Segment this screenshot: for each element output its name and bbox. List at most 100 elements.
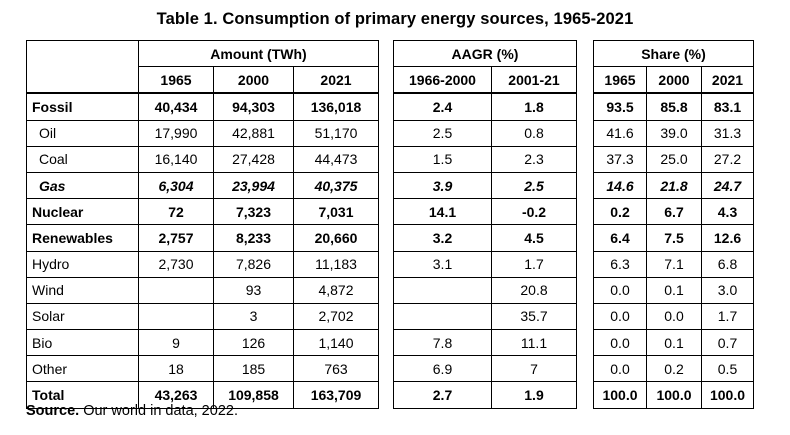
- share-cell: 0.0: [593, 302, 647, 331]
- aagr-cell: 2.4: [393, 92, 492, 121]
- share-cell: 7.5: [646, 224, 702, 252]
- amount-year-header: 2000: [213, 66, 294, 94]
- aagr-period-header: 2001-21: [491, 66, 577, 94]
- table-row: 1.5 2.3: [393, 145, 577, 173]
- share-cell: 24.7: [701, 171, 754, 200]
- amount-cell: 9: [138, 329, 214, 357]
- table-row: 2.5 0.8: [393, 119, 577, 147]
- share-cell: 7.1: [646, 250, 702, 278]
- amount-cell: 72: [138, 198, 214, 226]
- amount-cell: 2,702: [293, 302, 379, 331]
- table-row: 35.7: [393, 302, 577, 331]
- share-cell: 0.2: [593, 198, 647, 226]
- amount-cell: 40,375: [293, 171, 379, 200]
- amount-cell: 18: [138, 355, 214, 383]
- amount-cell: 7,826: [213, 250, 294, 278]
- share-cell: 0.7: [701, 329, 754, 357]
- table-row: 93.5 85.8 83.1: [593, 92, 754, 121]
- share-cell: 100.0: [593, 381, 647, 409]
- share-cell: 31.3: [701, 119, 754, 147]
- row-label: Total: [26, 381, 139, 409]
- table-row: Wind 93 4,872: [26, 276, 379, 304]
- aagr-cell: 20.8: [491, 276, 577, 304]
- aagr-cell: 2.5: [393, 119, 492, 147]
- amount-cell: 11,183: [293, 250, 379, 278]
- aagr-cell: -0.2: [491, 198, 577, 226]
- amount-year-header: 1965: [138, 66, 214, 94]
- amount-table: Amount (TWh) 1965 2000 2021 Fossil 40,434…: [26, 39, 379, 409]
- table-row: Renewables 2,757 8,233 20,660: [26, 224, 379, 252]
- row-label: Fossil: [26, 92, 139, 121]
- amount-cell: 6,304: [138, 171, 214, 200]
- share-cell: 1.7: [701, 302, 754, 331]
- row-label: Bio: [26, 329, 139, 357]
- amount-cell: 3: [213, 302, 294, 331]
- share-cell: 0.1: [646, 329, 702, 357]
- share-cell: 39.0: [646, 119, 702, 147]
- row-label: Coal: [26, 145, 139, 173]
- table-row: 3.1 1.7: [393, 250, 577, 278]
- aagr-cell: 0.8: [491, 119, 577, 147]
- amount-cell: 42,881: [213, 119, 294, 147]
- row-label: Nuclear: [26, 198, 139, 226]
- aagr-cell: 7: [491, 355, 577, 383]
- share-cell: 6.4: [593, 224, 647, 252]
- aagr-cell: 14.1: [393, 198, 492, 226]
- amount-cell: 51,170: [293, 119, 379, 147]
- table-row: 14.1 -0.2: [393, 198, 577, 226]
- table-row: 20.8: [393, 276, 577, 304]
- share-cell: 93.5: [593, 92, 647, 121]
- aagr-cell: 3.9: [393, 171, 492, 200]
- table-row: Bio 9 126 1,140: [26, 329, 379, 357]
- row-label: Other: [26, 355, 139, 383]
- aagr-cell: 1.5: [393, 145, 492, 173]
- share-cell: 27.2: [701, 145, 754, 173]
- amount-cell: 2,757: [138, 224, 214, 252]
- aagr-table: AAGR (%) 1966-2000 2001-21 2.4 1.8 2.5 0.8 1…: [393, 39, 577, 409]
- share-cell: 0.0: [593, 329, 647, 357]
- aagr-cell: 1.7: [491, 250, 577, 278]
- amount-cell: 27,428: [213, 145, 294, 173]
- amount-cell: 17,990: [138, 119, 214, 147]
- table-row: Fossil 40,434 94,303 136,018: [26, 92, 379, 121]
- table-title: Table 1. Consumption of primary energy s…: [156, 10, 634, 28]
- aagr-cell: 11.1: [491, 329, 577, 357]
- share-cell: 21.8: [646, 171, 702, 200]
- table-row: 14.6 21.8 24.7: [593, 171, 754, 200]
- amount-cell: 43,263: [138, 381, 214, 409]
- share-cell: 0.2: [646, 355, 702, 383]
- amount-cell: 20,660: [293, 224, 379, 252]
- amount-cell: 763: [293, 355, 379, 383]
- share-group-header: Share (%): [593, 39, 754, 68]
- aagr-cell: 3.2: [393, 224, 492, 252]
- aagr-cell: [393, 302, 492, 331]
- amount-cell: 185: [213, 355, 294, 383]
- source-label: Source.: [26, 403, 80, 419]
- table-row: Total 43,263 109,858 163,709: [26, 381, 379, 409]
- amount-cell: 94,303: [213, 92, 294, 121]
- amount-year-header: 2021: [293, 66, 379, 94]
- share-cell: 12.6: [701, 224, 754, 252]
- table-row: 0.0 0.0 1.7: [593, 302, 754, 331]
- table-row: 100.0 100.0 100.0: [593, 381, 754, 409]
- share-cell: 4.3: [701, 198, 754, 226]
- amount-cell: 8,233: [213, 224, 294, 252]
- aagr-group-header: AAGR (%): [393, 39, 577, 68]
- share-cell: 0.0: [646, 302, 702, 331]
- table-row: 6.3 7.1 6.8: [593, 250, 754, 278]
- table-row: Nuclear 72 7,323 7,031: [26, 198, 379, 226]
- table-row: 2.4 1.8: [393, 92, 577, 121]
- row-label: Gas: [26, 171, 139, 200]
- share-cell: 41.6: [593, 119, 647, 147]
- share-cell: 0.1: [646, 276, 702, 304]
- amount-cell: 7,031: [293, 198, 379, 226]
- aagr-cell: 4.5: [491, 224, 577, 252]
- share-cell: 14.6: [593, 171, 647, 200]
- table-row: Coal 16,140 27,428 44,473: [26, 145, 379, 173]
- amount-cell: 16,140: [138, 145, 214, 173]
- share-cell: 100.0: [701, 381, 754, 409]
- table-row: 2.7 1.9: [393, 381, 577, 409]
- amount-cell: 93: [213, 276, 294, 304]
- table-row: 0.0 0.1 3.0: [593, 276, 754, 304]
- row-label: Wind: [26, 276, 139, 304]
